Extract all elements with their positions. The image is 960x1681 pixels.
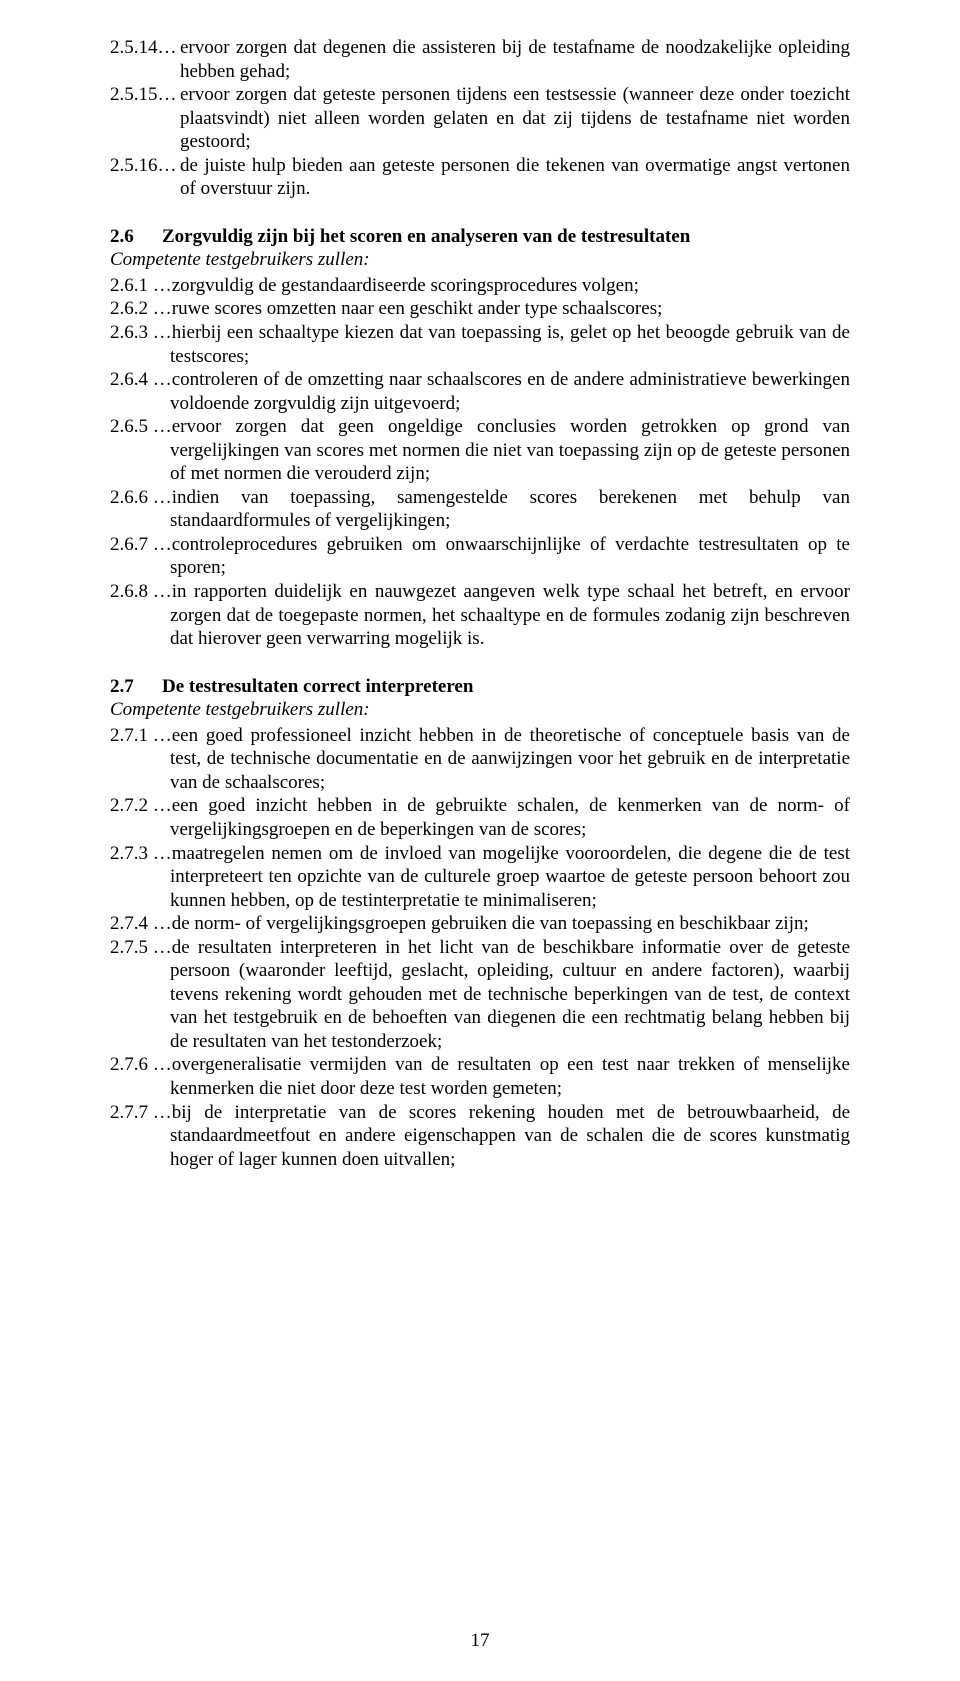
item-number: 2.6.3 …	[110, 321, 172, 345]
section-title: Zorgvuldig zijn bij het scoren en analys…	[162, 226, 690, 247]
section-2-5-continuation: 2.5.14…ervoor zorgen dat degenen die ass…	[110, 36, 850, 201]
item-text: ervoor zorgen dat degenen die assisteren…	[180, 37, 850, 82]
list-item: 2.6.4 …controleren of de omzetting naar …	[110, 368, 850, 415]
item-number: 2.7.3 …	[110, 842, 172, 866]
item-text: zorgvuldig de gestandaardiseerde scoring…	[172, 275, 639, 296]
section-heading-2-7: 2.7De testresultaten correct interpreter…	[110, 675, 850, 699]
list-item: 2.7.3 …maatregelen nemen om de invloed v…	[110, 842, 850, 913]
item-number: 2.7.5 …	[110, 936, 172, 960]
item-number: 2.6.5 …	[110, 415, 172, 439]
item-text: controleren of de omzetting naar schaals…	[170, 369, 850, 414]
item-number: 2.5.15…	[110, 83, 180, 107]
list-item: 2.6.6 …indien van toepassing, samengeste…	[110, 486, 850, 533]
item-text: de resultaten interpreteren in het licht…	[170, 937, 850, 1052]
section-subtitle: Competente testgebruikers zullen:	[110, 248, 850, 272]
item-number: 2.7.4 …	[110, 912, 172, 936]
item-text: een goed professioneel inzicht hebben in…	[170, 725, 850, 793]
list-item: 2.7.4 …de norm- of vergelijkingsgroepen …	[110, 912, 850, 936]
item-text: hierbij een schaaltype kiezen dat van to…	[170, 322, 850, 367]
section-subtitle: Competente testgebruikers zullen:	[110, 698, 850, 722]
item-text: de juiste hulp bieden aan geteste person…	[180, 155, 850, 200]
list-item: 2.5.15…ervoor zorgen dat geteste persone…	[110, 83, 850, 154]
item-text: in rapporten duidelijk en nauwgezet aang…	[170, 581, 850, 649]
item-text: indien van toepassing, samengestelde sco…	[170, 487, 850, 532]
item-number: 2.6.6 …	[110, 486, 172, 510]
item-text: ervoor zorgen dat geteste personen tijde…	[180, 84, 850, 152]
item-number: 2.7.6 …	[110, 1053, 172, 1077]
list-item: 2.6.8 …in rapporten duidelijk en nauwgez…	[110, 580, 850, 651]
section-2-7-list: 2.7.1 …een goed professioneel inzicht he…	[110, 724, 850, 1171]
list-item: 2.5.14…ervoor zorgen dat degenen die ass…	[110, 36, 850, 83]
item-number: 2.6.8 …	[110, 580, 172, 604]
list-item: 2.6.3 …hierbij een schaaltype kiezen dat…	[110, 321, 850, 368]
section-heading-2-6: 2.6Zorgvuldig zijn bij het scoren en ana…	[110, 225, 850, 249]
section-title: De testresultaten correct interpreteren	[162, 676, 473, 697]
item-number: 2.5.16…	[110, 154, 180, 178]
list-item: 2.5.16…de juiste hulp bieden aan geteste…	[110, 154, 850, 201]
list-item: 2.7.6 …overgeneralisatie vermijden van d…	[110, 1053, 850, 1100]
list-item: 2.6.1 …zorgvuldig de gestandaardiseerde …	[110, 274, 850, 298]
item-number: 2.6.2 …	[110, 297, 172, 321]
page-number: 17	[0, 1629, 960, 1653]
item-text: een goed inzicht hebben in de gebruikte …	[170, 795, 850, 840]
list-item: 2.7.5 …de resultaten interpreteren in he…	[110, 936, 850, 1054]
item-number: 2.6.4 …	[110, 368, 172, 392]
list-item: 2.7.2 …een goed inzicht hebben in de geb…	[110, 794, 850, 841]
list-item: 2.6.5 …ervoor zorgen dat geen ongeldige …	[110, 415, 850, 486]
item-text: overgeneralisatie vermijden van de resul…	[170, 1054, 850, 1099]
item-number: 2.5.14…	[110, 36, 180, 60]
section-2-6-list: 2.6.1 …zorgvuldig de gestandaardiseerde …	[110, 274, 850, 651]
section-number: 2.7	[110, 675, 162, 699]
item-number: 2.6.1 …	[110, 274, 172, 298]
list-item: 2.7.7 …bij de interpretatie van de score…	[110, 1101, 850, 1172]
item-number: 2.6.7 …	[110, 533, 172, 557]
item-text: maatregelen nemen om de invloed van moge…	[170, 843, 850, 911]
item-number: 2.7.2 …	[110, 794, 172, 818]
item-text: controleprocedures gebruiken om onwaarsc…	[170, 534, 850, 579]
item-text: de norm- of vergelijkingsgroepen gebruik…	[172, 913, 809, 934]
document-page: 2.5.14…ervoor zorgen dat degenen die ass…	[0, 0, 960, 1681]
list-item: 2.6.2 …ruwe scores omzetten naar een ges…	[110, 297, 850, 321]
item-number: 2.7.7 …	[110, 1101, 172, 1125]
item-text: bij de interpretatie van de scores reken…	[170, 1102, 850, 1170]
item-text: ruwe scores omzetten naar een geschikt a…	[172, 298, 663, 319]
section-number: 2.6	[110, 225, 162, 249]
item-number: 2.7.1 …	[110, 724, 172, 748]
list-item: 2.7.1 …een goed professioneel inzicht he…	[110, 724, 850, 795]
item-text: ervoor zorgen dat geen ongeldige conclus…	[170, 416, 850, 484]
list-item: 2.6.7 …controleprocedures gebruiken om o…	[110, 533, 850, 580]
